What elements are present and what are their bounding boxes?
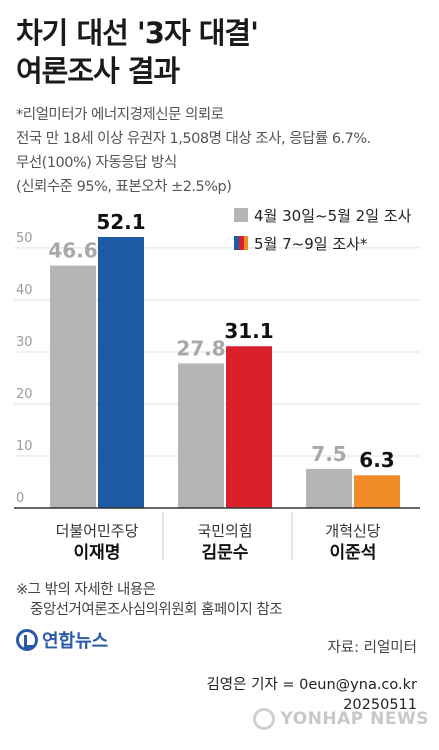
survey-description-line: 무선(100%) 자동응답 방식 — [16, 155, 177, 171]
legend-swatch-latest-orange — [244, 236, 248, 250]
survey-description-line: *리얼미터가 에너지경제신문 의뢰로 — [16, 107, 224, 123]
title-line-1: 차기 대선 '3자 대결' — [16, 16, 259, 50]
y-tick-label: 40 — [16, 283, 33, 298]
legend-swatch-previous — [234, 208, 248, 222]
bar-previous-survey — [178, 363, 224, 508]
yonhap-logo-text: 연합뉴스 — [42, 631, 109, 652]
value-label-previous: 7.5 — [311, 442, 346, 466]
bar-latest-survey — [226, 346, 272, 508]
value-label-latest: 52.1 — [96, 210, 145, 234]
reporter-credit: 김영은 기자 = 0eun@yna.co.kr — [206, 677, 417, 693]
legend-label-latest: 5월 7~9일 조사* — [254, 235, 368, 253]
page-title: 차기 대선 '3자 대결' 여론조사 결과 — [16, 14, 259, 90]
party-label: 국민의힘 — [197, 522, 252, 540]
legend-label-previous: 4월 30일~5월 2일 조사 — [254, 207, 412, 225]
party-label: 개혁신당 — [325, 522, 380, 540]
data-source: 자료: 리얼미터 — [327, 640, 417, 656]
footnote-line-2: 중앙선거여론조사심의위원회 홈페이지 참조 — [30, 602, 283, 618]
value-label-previous: 27.8 — [176, 336, 225, 360]
bar-previous-survey — [50, 265, 96, 508]
y-tick-label: 0 — [16, 491, 24, 506]
yonhap-watermark: YONHAP NEWS — [252, 708, 429, 730]
legend-swatch-latest-blue — [234, 236, 239, 250]
party-label: 더불어민주당 — [56, 522, 139, 540]
value-label-latest: 31.1 — [224, 319, 273, 343]
watermark-text: YONHAP NEWS — [280, 709, 429, 729]
bar-latest-survey — [98, 237, 144, 508]
survey-description-line: 전국 만 18세 이상 유권자 1,508명 대상 조사, 응답률 6.7%. — [16, 131, 371, 147]
yonhap-logo-icon — [16, 629, 38, 651]
footnote-line-1: ※그 밖의 자세한 내용은 — [16, 582, 156, 598]
y-tick-label: 10 — [16, 439, 33, 454]
y-tick-label: 30 — [16, 335, 33, 350]
value-label-previous: 46.6 — [48, 239, 97, 263]
credit: 김영은 기자 = 0eun@yna.co.kr 20250511 — [206, 675, 417, 715]
candidate-label: 이준석 — [330, 543, 377, 563]
footnote: ※그 밖의 자세한 내용은 중앙선거여론조사심의위원회 홈페이지 참조 — [16, 580, 283, 620]
y-tick-label: 50 — [16, 231, 33, 246]
candidate-label: 이재명 — [74, 543, 121, 563]
publish-date: 20250511 — [343, 697, 417, 713]
bar-latest-survey — [354, 475, 400, 508]
value-label-latest: 6.3 — [359, 448, 394, 472]
yonhap-logo: 연합뉴스 — [16, 627, 108, 653]
title-line-2: 여론조사 결과 — [16, 54, 180, 88]
legend-swatch-latest-red — [239, 236, 244, 250]
y-tick-label: 20 — [16, 387, 33, 402]
watermark-icon — [252, 708, 275, 730]
bar-previous-survey — [306, 468, 352, 508]
survey-description: *리얼미터가 에너지경제신문 의뢰로 전국 만 18세 이상 유권자 1,508… — [16, 103, 426, 199]
survey-description-line: (신뢰수준 95%, 표본오차 ±2.5%p) — [16, 179, 232, 195]
candidate-label: 김문수 — [202, 543, 249, 563]
